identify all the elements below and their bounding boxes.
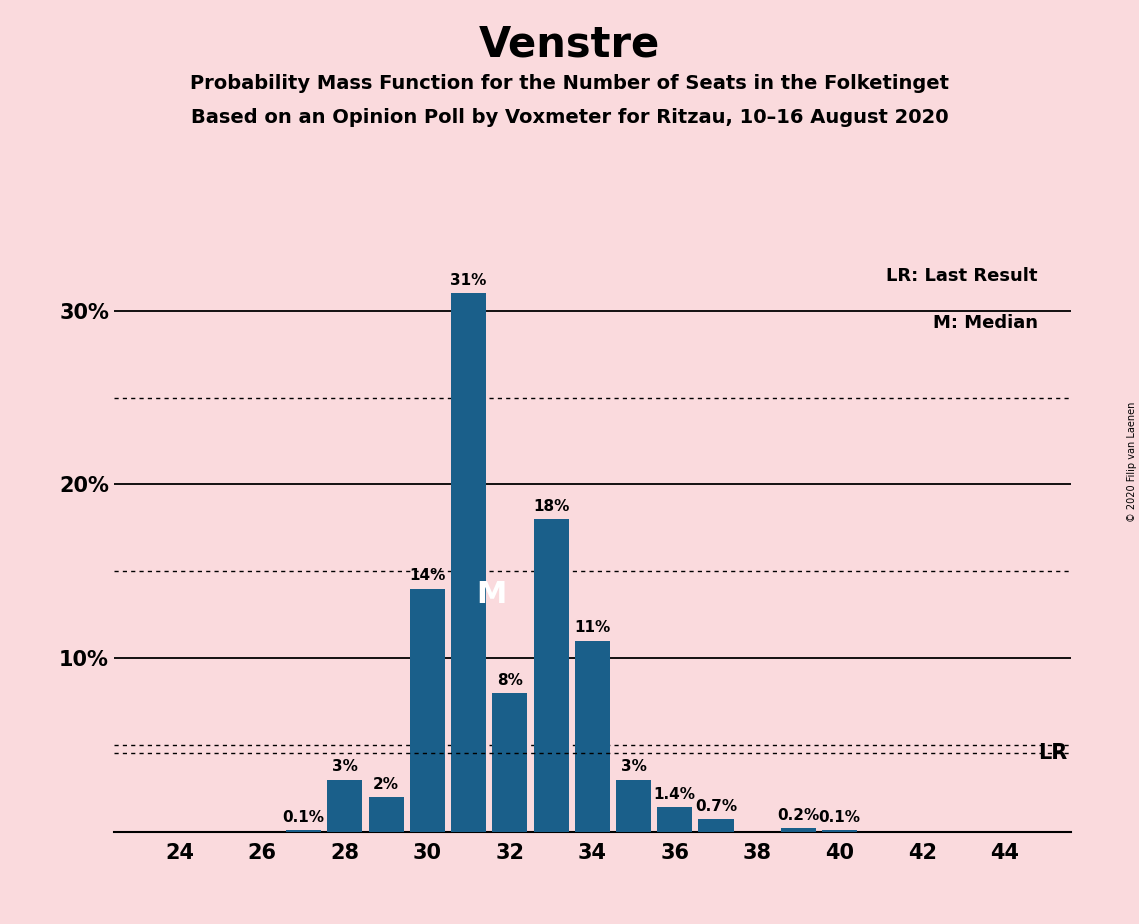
Text: LR: Last Result: LR: Last Result [886,267,1038,286]
Text: 11%: 11% [574,620,611,636]
Text: 2%: 2% [374,777,399,792]
Text: 1.4%: 1.4% [654,787,696,802]
Bar [410,589,445,832]
Bar [822,830,858,832]
Text: 0.1%: 0.1% [819,809,861,824]
Text: Based on an Opinion Poll by Voxmeter for Ritzau, 10–16 August 2020: Based on an Opinion Poll by Voxmeter for… [190,108,949,128]
Text: 0.7%: 0.7% [695,799,737,814]
Text: 0.2%: 0.2% [777,808,820,823]
Text: 8%: 8% [497,673,523,687]
Text: M: Median: M: Median [933,314,1038,333]
Bar [492,693,527,832]
Text: 3%: 3% [331,760,358,774]
Bar [327,780,362,832]
Text: Venstre: Venstre [478,23,661,65]
Bar [657,808,693,832]
Bar [533,519,568,832]
Text: © 2020 Filip van Laenen: © 2020 Filip van Laenen [1126,402,1137,522]
Text: 3%: 3% [621,760,647,774]
Bar [698,820,734,832]
Text: Probability Mass Function for the Number of Seats in the Folketinget: Probability Mass Function for the Number… [190,74,949,93]
Text: 0.1%: 0.1% [282,809,325,824]
Text: 14%: 14% [409,568,445,583]
Bar [616,780,652,832]
Text: M: M [476,580,507,609]
Bar [451,294,486,832]
Bar [575,640,609,832]
Text: 31%: 31% [450,274,486,288]
Bar [286,830,321,832]
Bar [781,828,816,832]
Bar [369,796,403,832]
Text: 18%: 18% [533,499,570,514]
Text: LR: LR [1038,744,1067,763]
